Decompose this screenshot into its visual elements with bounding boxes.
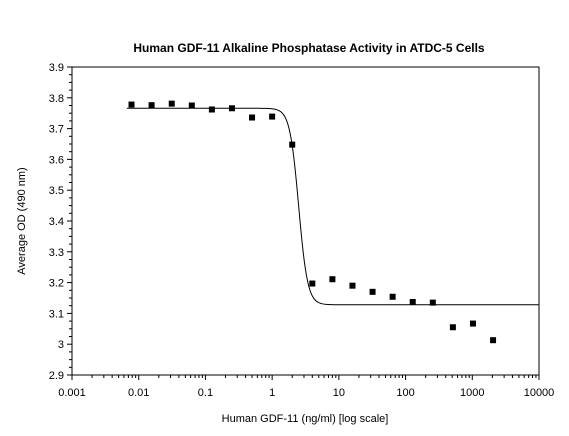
data-points <box>128 100 497 344</box>
fit-curve <box>126 107 539 306</box>
x-tick-label: 10000 <box>524 387 555 399</box>
x-tick-label: 0.1 <box>198 387 213 399</box>
data-point <box>389 293 396 300</box>
y-tick-label: 3.9 <box>49 62 64 74</box>
x-tick-label: 10 <box>333 387 345 399</box>
chart-title: Human GDF-11 Alkaline Phosphatase Activi… <box>133 41 485 55</box>
data-point <box>369 288 376 295</box>
data-point <box>208 106 215 113</box>
data-point <box>168 100 175 107</box>
data-point <box>128 101 135 108</box>
data-point <box>469 320 476 327</box>
data-point <box>188 102 195 109</box>
data-point <box>329 276 336 283</box>
y-axis: 2.9 3 3.1 3.2 3.3 3.4 3.5 3.6 3.7 3.8 3.9 <box>49 62 72 382</box>
data-point <box>429 299 436 306</box>
data-point <box>249 114 256 121</box>
data-point <box>349 282 356 289</box>
x-axis: 0.001 0.01 0.1 1 10 100 1000 10000 <box>58 375 554 399</box>
data-point <box>269 113 276 120</box>
y-tick-label: 3.3 <box>49 247 64 259</box>
x-tick-label: 1 <box>269 387 275 399</box>
y-tick-label: 3.2 <box>49 278 64 290</box>
y-tick-label: 3.6 <box>49 154 64 166</box>
data-point <box>309 280 316 287</box>
x-tick-label: 1000 <box>460 387 484 399</box>
plot-frame <box>71 66 540 376</box>
y-tick-label: 3 <box>58 339 64 351</box>
x-tick-label: 100 <box>396 387 414 399</box>
y-tick-label: 3.1 <box>49 308 64 320</box>
y-axis-label: Average OD (490 nm) <box>16 167 28 274</box>
y-tick-label: 3.4 <box>49 216 64 228</box>
data-point <box>289 141 296 148</box>
data-point <box>228 105 235 112</box>
y-tick-label: 3.5 <box>49 185 64 197</box>
x-tick-label: 0.001 <box>58 387 86 399</box>
x-axis-label: Human GDF-11 (ng/ml) [log scale] <box>222 413 389 425</box>
data-point <box>490 337 497 344</box>
x-tick-label: 0.01 <box>128 387 149 399</box>
data-point <box>449 324 456 331</box>
y-tick-label: 3.7 <box>49 124 64 136</box>
data-point <box>148 102 155 109</box>
data-point <box>409 299 416 306</box>
y-tick-label: 3.8 <box>49 93 64 105</box>
y-tick-label: 2.9 <box>49 370 64 382</box>
